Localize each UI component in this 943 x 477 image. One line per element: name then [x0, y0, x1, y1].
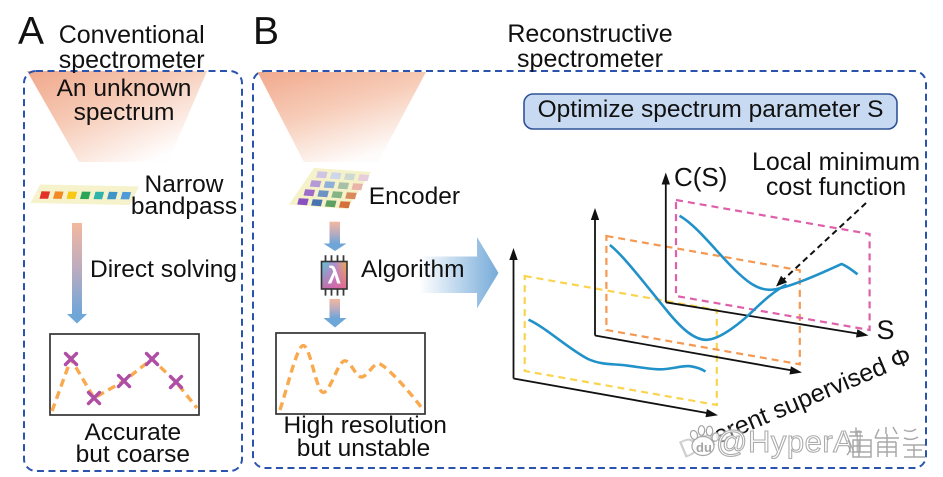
svg-text:du: du — [696, 440, 712, 455]
svg-text:λ: λ — [328, 263, 341, 290]
